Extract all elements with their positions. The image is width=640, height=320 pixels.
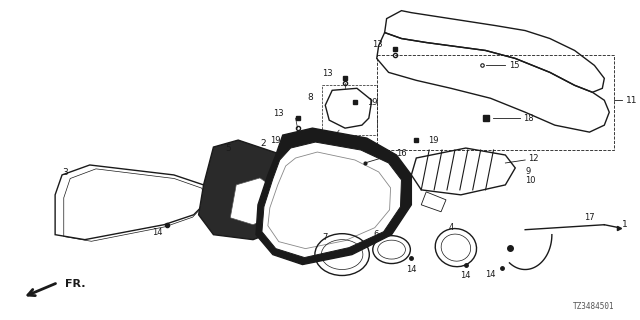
Text: 14: 14 bbox=[152, 228, 163, 237]
Text: 19: 19 bbox=[367, 98, 378, 107]
Text: 4: 4 bbox=[448, 223, 454, 232]
Text: TZ3484501: TZ3484501 bbox=[573, 302, 614, 311]
Text: 6: 6 bbox=[373, 230, 379, 239]
Text: 11: 11 bbox=[626, 96, 637, 105]
Text: 17: 17 bbox=[584, 213, 595, 222]
Text: 10: 10 bbox=[525, 176, 536, 185]
Text: 2: 2 bbox=[260, 139, 266, 148]
Text: 18: 18 bbox=[523, 114, 534, 123]
Text: 1: 1 bbox=[622, 220, 628, 229]
Text: 12: 12 bbox=[528, 154, 539, 163]
Text: FR.: FR. bbox=[65, 279, 86, 290]
Text: 14: 14 bbox=[406, 265, 417, 274]
Text: 7: 7 bbox=[322, 233, 327, 242]
Text: 9: 9 bbox=[525, 167, 531, 176]
Bar bbox=[323, 85, 377, 135]
Text: 5: 5 bbox=[225, 144, 231, 153]
Text: 19: 19 bbox=[270, 136, 281, 145]
Polygon shape bbox=[262, 142, 401, 258]
Text: 19: 19 bbox=[428, 136, 438, 145]
Text: 14: 14 bbox=[485, 270, 496, 279]
Bar bbox=[377, 55, 614, 150]
Text: 3: 3 bbox=[62, 168, 68, 178]
Text: 14: 14 bbox=[461, 271, 471, 280]
Polygon shape bbox=[230, 178, 280, 225]
Text: 8: 8 bbox=[308, 93, 314, 102]
Polygon shape bbox=[198, 140, 312, 240]
Text: 13: 13 bbox=[323, 69, 333, 78]
Text: 13: 13 bbox=[273, 109, 284, 118]
Text: 16: 16 bbox=[397, 148, 407, 157]
Text: 19: 19 bbox=[313, 131, 323, 140]
Polygon shape bbox=[256, 128, 412, 265]
Text: 13: 13 bbox=[372, 40, 383, 49]
Text: 15: 15 bbox=[509, 61, 520, 70]
